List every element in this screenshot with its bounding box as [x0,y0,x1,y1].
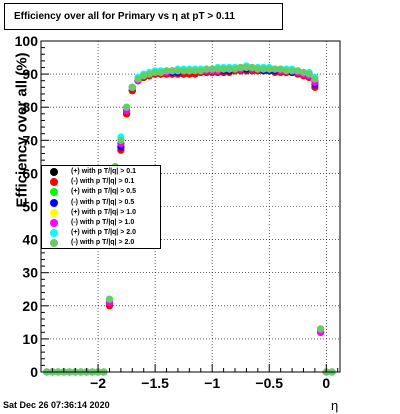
data-point [265,65,273,73]
x-tick-label: −2 [90,375,106,391]
legend-entry: (-) with p T/|q| > 2.0 [42,238,162,248]
data-point [271,65,279,73]
legend-marker [50,198,58,207]
data-point [311,75,319,83]
legend-marker [50,219,58,227]
data-point [191,67,199,75]
legend-entry: (+) with p T/|q| > 0.1 [42,167,162,177]
legend-entry: (-) with p T/|q| > 0.1 [42,177,162,187]
data-point [157,68,165,77]
data-point [168,67,176,75]
y-tick-label: 60 [22,165,38,181]
data-point [162,67,171,75]
x-tick-label: −1 [204,375,220,391]
data-point [282,67,290,75]
plot-title: Efficiency over all for Primary vs η at … [14,11,235,22]
y-tick-label: 70 [22,132,38,148]
data-point [197,67,205,75]
data-point [180,67,188,75]
data-point [214,65,222,73]
legend-marker [50,229,58,238]
y-tick-label: 50 [22,199,38,215]
legend-entry: (+) with p T/|q| > 1.0 [42,208,162,218]
legend-entry: (-) with p T/|q| > 0.5 [42,198,162,208]
legend-entry: (+) with p T/|q| > 2.0 [42,228,162,238]
y-tick-label: 0 [30,364,38,380]
series-7 [43,63,336,376]
data-point [140,72,148,80]
legend-label: (+) with p T/|q| > 1.0 [71,208,136,216]
legend-marker [50,168,58,176]
data-point [145,70,154,78]
data-point [105,295,114,303]
x-tick-label: 0 [322,375,330,391]
axis-tick-labels: 0 10 20 30 40 50 60 70 80 90 100 −2 −1.5 −1 −0.5 0 [15,33,331,391]
legend-label: (-) with p T/|q| > 0.5 [71,198,135,206]
data-point [277,65,285,73]
data-point [151,68,159,77]
legend-label: (-) with p T/|q| > 0.1 [71,178,135,186]
y-axis-label: Efficiency over all (%) [13,52,31,208]
legend-marker [50,239,58,248]
y-tick-label: 90 [22,66,38,82]
legend-marker [50,208,58,217]
legend-entry: (-) with p T/|q| > 1.0 [42,218,162,228]
data-point [219,65,228,73]
data-point [231,65,239,73]
y-tick-label: 20 [22,298,38,314]
title-box: Efficiency over all for Primary vs η at … [4,3,283,30]
y-tick-label: 100 [15,33,39,49]
data-point [134,75,142,83]
data-point [248,63,256,72]
y-tick-label: 10 [22,331,38,347]
data-point [208,65,216,73]
y-tick-label: 80 [22,99,38,115]
legend: (+) with p T/|q| > 0.1 (-) with p T/|q| >… [41,165,161,249]
data-point [185,67,193,75]
timestamp: Sat Dec 26 07:36:14 2020 [3,400,110,410]
data-point [117,136,125,144]
data-point [225,65,233,73]
x-axis-label: η [331,398,339,413]
data-point [174,67,182,75]
data-point [305,70,313,78]
legend-label: (+) with p T/|q| > 0.5 [71,188,136,196]
data-point [254,65,262,73]
data-point [316,325,325,333]
y-tick-label: 40 [22,232,38,248]
data-point [294,67,302,75]
legend-label: (-) with p T/|q| > 2.0 [71,239,135,247]
legend-label: (+) with p T/|q| > 0.1 [71,168,136,175]
legend-marker [50,178,58,187]
data-point [299,68,308,77]
data-point [237,63,245,72]
data-points [43,62,336,376]
y-tick-label: 30 [22,265,38,281]
legend-entry: (+) with p T/|q| > 0.5 [42,187,162,197]
legend-label: (-) with p T/|q| > 1.0 [71,219,135,226]
data-point [259,65,268,73]
data-point [202,65,211,73]
data-point [128,83,136,91]
x-tick-label: −0.5 [255,375,283,391]
data-point [288,67,296,75]
legend-marker [50,188,58,197]
legend-label: (+) with p T/|q| > 2.0 [71,229,136,237]
data-point [242,63,251,72]
x-tick-label: −1.5 [141,375,169,391]
data-point [122,103,131,111]
